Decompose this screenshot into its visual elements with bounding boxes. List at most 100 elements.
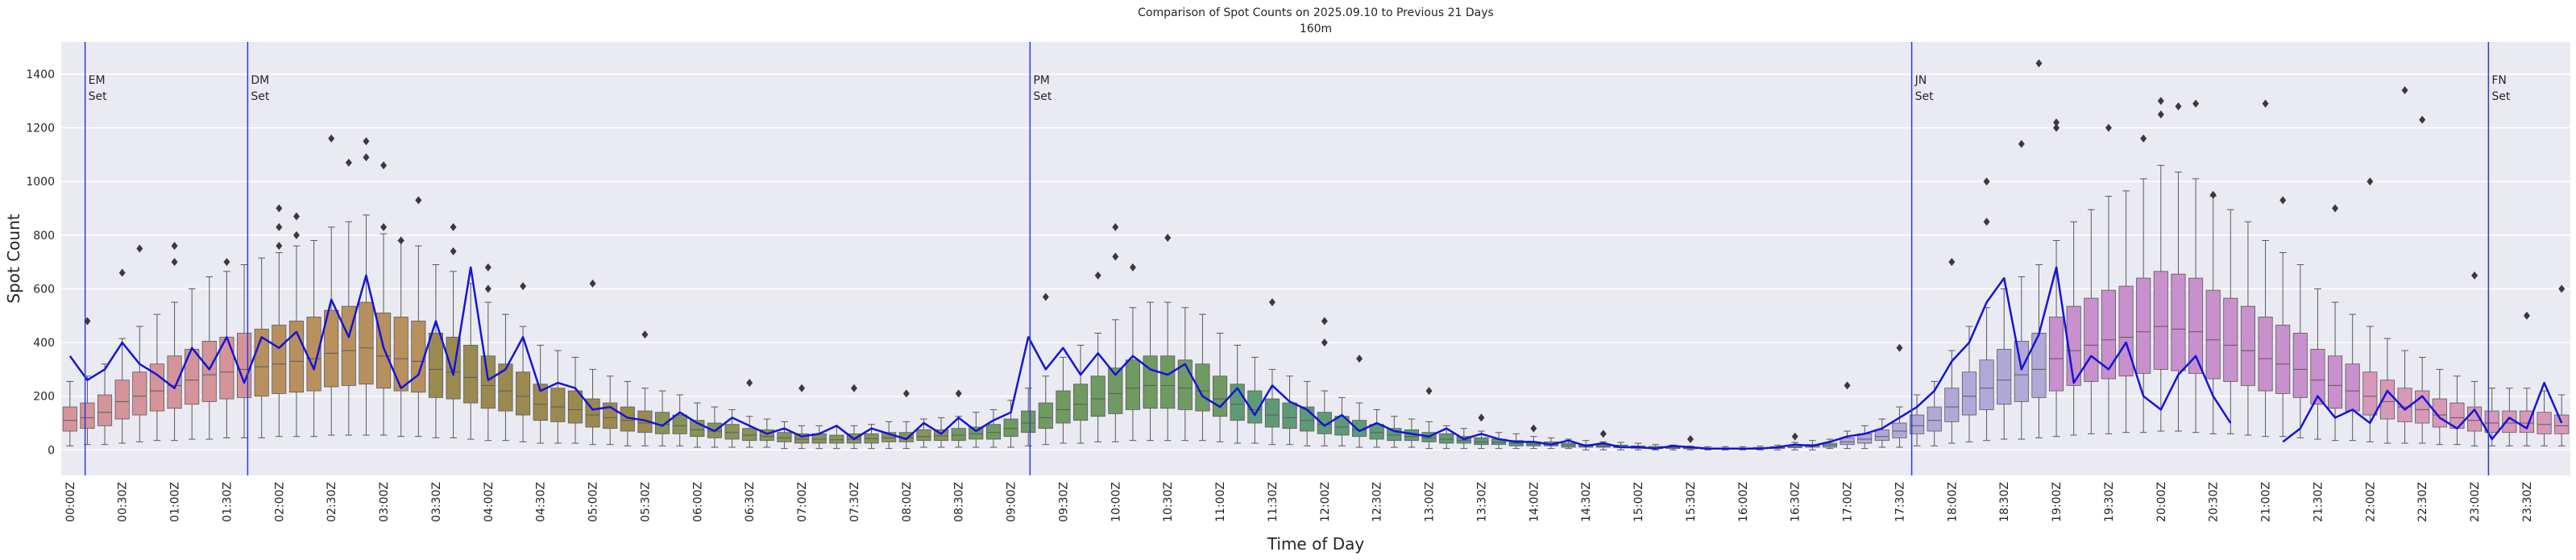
outlier xyxy=(2279,196,2287,205)
outlier xyxy=(1112,222,1119,231)
x-tick-label: 16:00Z xyxy=(1737,482,1750,522)
outlier xyxy=(345,158,352,167)
box xyxy=(480,355,496,409)
outlier xyxy=(223,258,230,267)
box xyxy=(1073,384,1089,421)
x-tick-label: 09:00Z xyxy=(1006,482,1018,522)
outlier xyxy=(276,204,283,213)
box xyxy=(1840,437,1855,446)
box xyxy=(567,390,583,424)
box xyxy=(62,406,77,432)
outlier xyxy=(136,244,143,253)
x-tick-label: 19:30Z xyxy=(2103,482,2116,522)
box xyxy=(272,325,287,394)
outlier xyxy=(1164,234,1172,243)
outlier xyxy=(1948,258,1956,267)
box xyxy=(2275,325,2291,394)
y-tick-label: 1400 xyxy=(26,68,55,81)
outlier xyxy=(363,137,370,146)
box xyxy=(951,428,966,442)
box xyxy=(1892,422,1907,438)
x-tick-label: 18:30Z xyxy=(1998,482,2011,522)
x-tick-label: 20:30Z xyxy=(2208,482,2221,522)
box xyxy=(1317,412,1332,434)
set-label: Set xyxy=(1915,90,1935,103)
outlier xyxy=(2175,102,2182,110)
box xyxy=(1874,429,1889,442)
y-tick-label: 200 xyxy=(33,391,55,404)
outlier xyxy=(2209,190,2217,199)
x-tick-label: 21:00Z xyxy=(2260,482,2273,522)
box xyxy=(2292,333,2308,398)
y-tick-label: 1000 xyxy=(26,176,55,189)
outlier xyxy=(2035,59,2043,68)
outlier xyxy=(2419,115,2426,124)
outlier xyxy=(2053,123,2060,132)
box xyxy=(1979,359,1994,410)
box xyxy=(2240,305,2255,386)
outlier xyxy=(450,222,457,231)
box xyxy=(114,380,130,420)
outlier xyxy=(118,268,126,277)
outlier xyxy=(2523,311,2530,320)
x-tick-label: 00:00Z xyxy=(64,482,77,522)
x-tick-label: 02:30Z xyxy=(326,482,338,522)
box xyxy=(463,345,479,404)
outlier xyxy=(2192,99,2200,108)
box xyxy=(881,432,897,442)
box xyxy=(1997,349,2012,405)
box xyxy=(1247,390,1263,424)
outlier xyxy=(276,222,283,231)
box xyxy=(411,321,426,393)
box xyxy=(2205,289,2221,380)
outlier xyxy=(1530,424,1537,433)
box xyxy=(2084,297,2099,382)
x-tick-label: 05:00Z xyxy=(587,482,600,522)
x-tick-label: 00:30Z xyxy=(117,482,130,522)
box xyxy=(1213,375,1228,417)
outlier xyxy=(1112,252,1119,261)
outlier xyxy=(484,263,492,272)
x-tick-label: 19:00Z xyxy=(2051,482,2064,522)
y-tick-label: 400 xyxy=(33,337,55,350)
outlier xyxy=(902,389,910,398)
set-label: Set xyxy=(89,90,108,103)
set-label: DM xyxy=(251,74,269,87)
x-tick-label: 11:30Z xyxy=(1267,482,1280,522)
outlier xyxy=(415,196,422,205)
outlier xyxy=(1268,298,1276,307)
outlier xyxy=(2157,110,2164,118)
set-label: Set xyxy=(2491,90,2511,103)
chart-subtitle: 160m xyxy=(1300,23,1332,35)
box xyxy=(428,333,443,398)
x-tick-label: 18:00Z xyxy=(1946,482,1959,522)
x-tick-label: 07:00Z xyxy=(796,482,809,522)
x-tick-label: 20:00Z xyxy=(2155,482,2168,522)
box xyxy=(2554,414,2570,434)
box xyxy=(1038,402,1053,429)
box xyxy=(2118,285,2134,377)
x-tick-label: 16:30Z xyxy=(1790,482,1802,522)
outlier xyxy=(2105,123,2112,132)
box xyxy=(2049,317,2064,392)
box xyxy=(550,388,566,422)
outlier xyxy=(850,384,857,392)
x-tick-label: 01:00Z xyxy=(169,482,182,522)
outlier xyxy=(2367,177,2374,186)
x-tick-label: 02:00Z xyxy=(273,482,286,522)
x-tick-label: 15:30Z xyxy=(1685,482,1698,522)
box xyxy=(498,363,513,412)
x-tick-label: 01:30Z xyxy=(221,482,234,522)
outlier xyxy=(1686,435,1694,444)
box xyxy=(1369,424,1384,440)
outlier xyxy=(363,153,370,162)
box xyxy=(2223,297,2238,382)
x-axis-label: Time of Day xyxy=(1267,534,1365,554)
outlier xyxy=(328,134,335,143)
box xyxy=(2362,371,2378,416)
x-tick-label: 22:30Z xyxy=(2416,482,2429,522)
outlier xyxy=(1042,292,1049,301)
outlier xyxy=(2157,97,2164,106)
outlier xyxy=(746,379,753,388)
x-tick-label: 07:30Z xyxy=(848,482,861,522)
